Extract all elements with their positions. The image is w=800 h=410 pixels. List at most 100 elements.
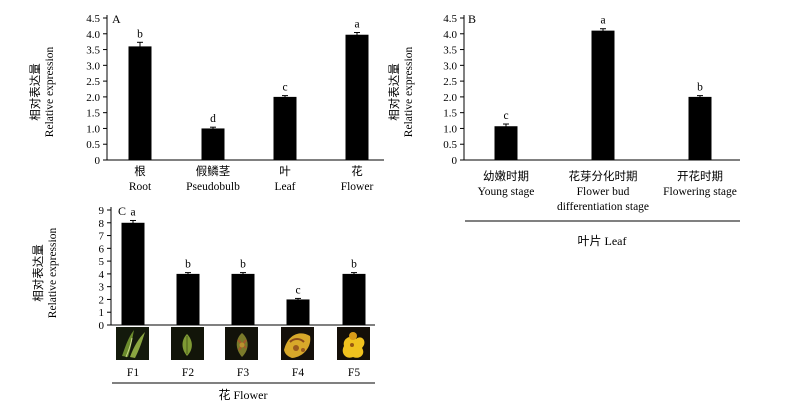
panel-b-ytick-label: 4.5 — [443, 13, 457, 25]
thumbnail-f2 — [171, 327, 204, 360]
panel-a-ytick-label: 3.5 — [86, 45, 100, 57]
thumbnail-f3 — [225, 327, 258, 360]
panel-c-significance-letter: b — [351, 259, 357, 271]
panel-b-ylabel-en: Relative expression — [403, 47, 415, 138]
panel-b-ytick-label: 1.5 — [443, 108, 457, 120]
panel-c-significance-letter: c — [295, 284, 300, 296]
panel-b-ytick-label: 0 — [452, 155, 458, 167]
panel-a-significance-letter: a — [354, 19, 359, 31]
panel-b-bar — [688, 96, 712, 160]
panel-c-bar — [121, 222, 145, 325]
panel-a-ylabel: 相对表达量 Relative expression — [28, 47, 56, 138]
panel-b-cat-cn-flowering: 开花时期 — [677, 170, 723, 183]
panel-c-bar — [231, 273, 255, 325]
panel-b-bars — [494, 30, 712, 160]
panel-b: B 相对表达量 Relative expression 0 0.5 1.0 1.5 2.… — [387, 12, 740, 248]
panel-c-bars — [121, 222, 366, 325]
panel-b-group-label: 叶片 Leaf — [578, 234, 627, 248]
panel-c-ytick-label: 4 — [99, 269, 105, 281]
panel-b-ytick-label: 1.0 — [443, 123, 457, 135]
panel-c-significance: a b b c b — [130, 206, 357, 296]
panel-b-cat-cn-young: 幼嫩时期 — [483, 169, 529, 183]
panel-a-ylabel-en: Relative expression — [44, 47, 56, 138]
panel-a-bars — [128, 34, 369, 161]
panel-a-y-axis: 0 0.5 1.0 1.5 2.0 2.5 3.0 3.5 4.0 4.5 — [86, 13, 107, 167]
panel-a-bar — [128, 46, 152, 160]
panel-b-cat-en-bud-line1: Flower bud — [577, 186, 630, 198]
panel-c-ytick-label: 6 — [99, 243, 105, 255]
panel-c-letter: C — [118, 204, 126, 218]
panel-c-ytick-label: 5 — [99, 256, 105, 268]
panel-b-ytick-label: 3.0 — [443, 60, 457, 72]
panel-b-ytick-label: 0.5 — [443, 139, 457, 151]
panel-b-significance-letter: a — [600, 15, 605, 27]
thumbnail-f5 — [337, 327, 370, 360]
panel-b-ytick-label: 3.5 — [443, 45, 457, 57]
panel-a-cat-en-pseudobulb: Pseudobulb — [186, 181, 240, 193]
panel-b-ytick-label: 4.0 — [443, 29, 457, 41]
panel-b-bar — [494, 126, 518, 160]
panel-a-ytick-label: 1.5 — [86, 108, 100, 120]
panel-c-significance-letter: b — [240, 259, 246, 271]
panel-b-ylabel-cn: 相对表达量 — [387, 63, 401, 121]
panel-c-ytick-label: 2 — [99, 294, 105, 306]
panel-a: A 相对表达量 Relative expression 0 0.5 1.0 1.5 2.… — [28, 12, 384, 193]
panel-a-cat-cn-root: 根 — [134, 164, 146, 178]
panel-c-cat-f3: F3 — [237, 367, 249, 379]
panel-a-cat-cn-leaf: 叶 — [279, 165, 291, 178]
thumbnail-f1 — [116, 327, 149, 360]
panel-a-significance-letter: d — [210, 113, 216, 125]
panel-b-y-axis: 0 0.5 1.0 1.5 2.0 2.5 3.0 3.5 4.0 4.5 — [443, 13, 464, 167]
panel-c-ytick-label: 3 — [99, 282, 105, 294]
panel-a-ytick-label: 2.5 — [86, 76, 100, 88]
panel-c-significance-letter: b — [185, 259, 191, 271]
panel-b-cat-en-young: Young stage — [478, 186, 535, 198]
panel-b-ytick-label: 2.5 — [443, 76, 457, 88]
panel-b-significance: c a b — [503, 15, 703, 122]
panel-c-cat-f5: F5 — [348, 367, 360, 379]
panel-a-cat-en-flower: Flower — [341, 181, 374, 193]
panel-a-significance: b d c a — [137, 19, 359, 126]
panel-a-cat-cn-pseudobulb: 假鳞茎 — [196, 164, 231, 178]
panel-c-cat-f2: F2 — [182, 367, 194, 379]
panel-a-bar — [273, 96, 297, 160]
panel-a-ytick-label: 1.0 — [86, 123, 100, 135]
panel-a-ytick-label: 0.5 — [86, 139, 100, 151]
panel-c-thumbnails — [116, 327, 370, 360]
panel-c-significance-letter: a — [130, 206, 135, 218]
panel-c-cat-f4: F4 — [292, 367, 304, 379]
panel-c-ytick-label: 1 — [99, 307, 105, 319]
panel-c-bar — [176, 273, 200, 325]
panel-c-ytick-label: 8 — [99, 218, 105, 230]
panel-c-error-bars — [130, 219, 357, 301]
thumbnail-f4 — [281, 327, 314, 360]
panel-b-ytick-label: 2.0 — [443, 92, 457, 104]
panel-c-bar — [342, 273, 366, 325]
panel-a-cat-cn-flower: 花 — [351, 165, 363, 178]
panel-a-significance-letter: b — [137, 28, 143, 40]
panel-a-ytick-label: 2.0 — [86, 92, 100, 104]
panel-b-cat-en-bud-line2: differentiation stage — [557, 201, 649, 213]
panel-b-significance-letter: b — [697, 82, 703, 94]
panel-a-ytick-label: 4.5 — [86, 13, 100, 25]
panel-a-letter: A — [112, 12, 121, 26]
panel-b-bar — [591, 30, 615, 160]
panel-a-bar — [345, 34, 369, 161]
panel-c-ylabel-en: Relative expression — [47, 228, 59, 319]
panel-a-cat-en-root: Root — [129, 181, 152, 193]
panel-b-letter: B — [468, 12, 476, 26]
panel-c-group-label: 花 Flower — [219, 387, 268, 402]
panel-c-ytick-label: 0 — [99, 320, 105, 332]
panel-c-ytick-label: 9 — [99, 205, 105, 217]
panel-a-ytick-label: 4.0 — [86, 29, 100, 41]
panel-b-ylabel: 相对表达量 Relative expression — [387, 47, 415, 138]
panel-c-ylabel-cn: 相对表达量 — [31, 244, 45, 302]
panel-a-cat-en-leaf: Leaf — [274, 181, 295, 193]
panel-c-bar — [286, 299, 310, 325]
panel-a-ylabel-cn: 相对表达量 — [28, 63, 42, 121]
panel-c-cat-f1: F1 — [127, 367, 139, 379]
panel-b-cat-cn-bud: 花芽分化时期 — [569, 169, 638, 183]
